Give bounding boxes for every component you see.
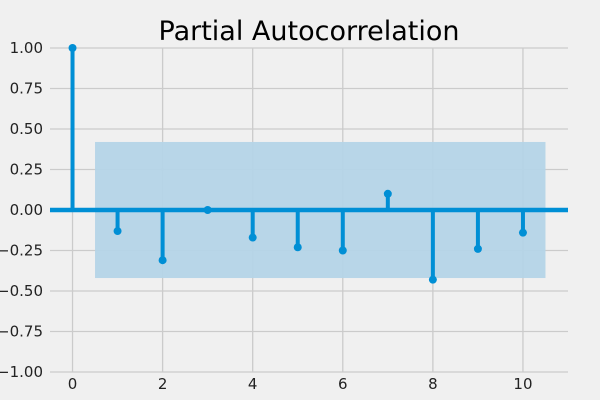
y-tick-label: −0.75: [0, 323, 43, 341]
stem-lag-10: [518, 210, 527, 237]
stem-lag-4: [248, 210, 257, 242]
stem-marker: [158, 256, 167, 265]
stem-lag-6: [338, 210, 347, 255]
stems: [68, 44, 527, 284]
x-tick-label: 0: [68, 375, 78, 393]
y-tick-label: 0.50: [10, 120, 43, 138]
stem-marker: [473, 244, 482, 253]
x-axis-ticks: 0 2 4 6 8 10: [68, 375, 533, 393]
stem-marker: [293, 243, 302, 252]
x-tick-label: 2: [158, 375, 168, 393]
stem-marker: [68, 44, 77, 52]
stem-marker: [248, 233, 257, 242]
y-tick-label: −0.25: [0, 242, 43, 260]
y-tick-label: −0.50: [0, 282, 43, 300]
stem-marker: [518, 228, 527, 237]
stem-marker: [203, 206, 212, 214]
stem-lag-3: [203, 206, 212, 214]
stem-marker: [113, 227, 122, 236]
y-tick-label: 1.00: [10, 39, 43, 57]
stem-lag-1: [113, 210, 122, 236]
stem-lag-8: [428, 210, 437, 284]
stem-lag-7: [383, 189, 392, 210]
stem-lag-0: [68, 44, 77, 210]
stem-marker: [383, 189, 392, 198]
y-axis-ticks: 1.00 0.75 0.50 0.25 0.00 −0.25 −0.50 −0.75 −1.00: [0, 39, 43, 381]
x-tick-label: 10: [513, 375, 532, 393]
x-tick-label: 4: [248, 375, 258, 393]
y-tick-label: 0.75: [10, 80, 43, 98]
stem-marker: [428, 275, 437, 284]
stem-marker: [338, 246, 347, 255]
x-tick-label: 6: [338, 375, 348, 393]
chart-title: Partial Autocorrelation: [159, 16, 460, 47]
stem-lag-9: [473, 210, 482, 253]
y-tick-label: 0.25: [10, 161, 43, 179]
y-tick-label: 0.00: [10, 201, 43, 219]
y-tick-label: −1.00: [0, 363, 43, 381]
stem-lag-5: [293, 210, 302, 252]
stem-lag-2: [158, 210, 167, 265]
x-tick-label: 8: [428, 375, 438, 393]
